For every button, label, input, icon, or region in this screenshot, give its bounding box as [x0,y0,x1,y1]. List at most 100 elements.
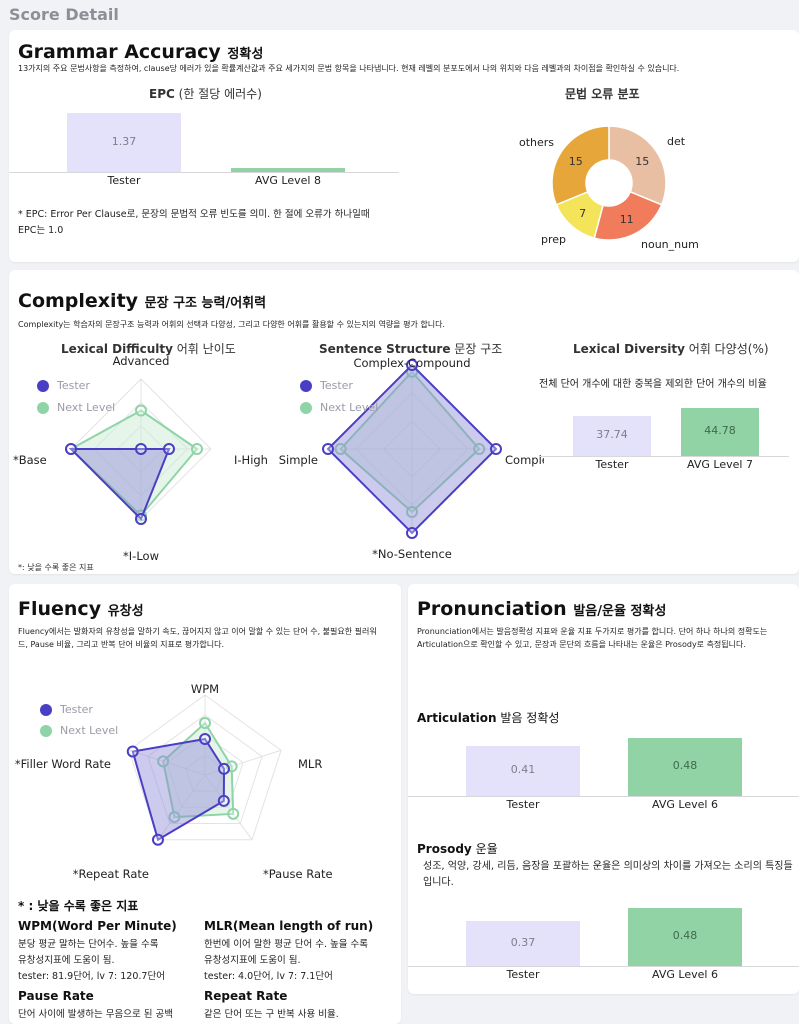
pronunciation-card: Pronunciation 발음/운율 정확성 Pronunciation에서는… [408,584,799,994]
radar-point [473,443,486,455]
donut-slice-others [551,125,610,206]
prosody-description: 성조, 억양, 강세, 리듬, 음장을 포괄하는 운율은 의미상의 차이를 가져… [423,861,793,888]
radar-point [490,443,502,455]
radar-series-next-level [162,721,235,819]
pronunciation-description: Pronunciation에서는 발음정확성 지표와 운율 지표 두가지로 평가… [417,627,768,649]
articulation-title-sub: 발음 정확성 [500,711,560,725]
bar-value-label: 0.48 [672,759,698,772]
articulation-title-main: Articulation [417,711,497,725]
radar-point [217,794,230,807]
legend-next-sent: Next Level [300,401,378,414]
grammar-title: Grammar Accuracy 정확성 [18,41,263,63]
radar-axis-label: Advanced [113,355,170,368]
fluency-title-sub: 유창성 [107,604,144,619]
legend-dot-tester [37,380,49,392]
radar-axis-label: Complex-Compound [353,356,470,370]
bar-category-label: Tester [506,798,540,811]
sentence-structure-title: Sentence Structure 문장 구조 [319,340,502,357]
radar-point [65,443,77,455]
bar-category-label: AVG Level 7 [687,458,753,471]
donut-category-label: others [519,136,554,149]
bar-value-label: 37.74 [596,427,628,441]
radar-point [334,443,347,455]
lexical-diversity-title-main: Lexical Diversity [573,342,685,356]
radar-axis-label: *Repeat Rate [73,867,149,881]
radar-series-next-level [339,370,481,514]
bar-axis [539,456,789,457]
fluency-radar: WPM MLR *Pause Rate *Repeat Rate *Filler Wor… [15,682,333,881]
bar-avg-level-6 [628,908,742,966]
bar-category-label: AVG Level 6 [652,968,718,981]
mlr-text-2: 유창성지표에 도움이 됨. [204,955,301,966]
bar-value-label: 0.41 [510,763,536,777]
radar-point [126,745,139,758]
bar-category-label: Tester [107,174,141,187]
fluency-title-main: Fluency [18,598,102,620]
bar-value-label: 0.48 [672,929,698,942]
radar-point [151,833,164,846]
bar-tester [573,415,651,456]
bar-avg-level-8 [231,167,345,172]
wpm-text-1: 분당 평균 말하는 단어수. 높을 수록 [18,939,159,950]
donut-slice-det [608,125,667,206]
donut-value-label: 15 [635,155,649,168]
bar-value-label: 0.37 [510,935,536,949]
radar-series-tester [131,737,226,842]
lexical-diversity-description: 전체 단어 개수에 대한 중복을 제외한 단어 개수의 비율 [539,379,767,390]
bar-category-label: Tester [595,458,629,471]
legend-label-next: Next Level [57,401,116,414]
sentence-structure-radar: Complex-Compound Complex *No-Sentence Simpl… [279,356,544,561]
pronunciation-title-main: Pronunciation [417,598,567,620]
bar-axis [9,172,399,173]
legend-label-tester: Tester [320,379,353,392]
fluency-title: Fluency 유창성 [18,598,144,620]
epc-note: * EPC: Error Per Clause로, 문장의 문법적 오류 빈도를… [18,209,370,236]
legend-tester-sent: Tester [300,379,353,392]
complexity-title-sub: 문장 구조 능력/어휘력 [144,296,267,311]
legend-label-next: Next Level [320,401,379,414]
complexity-title: Complexity 문장 구조 능력/어휘력 [18,290,266,312]
legend-label-next: Next Level [60,724,119,737]
bar-category-label: AVG Level 8 [255,174,321,187]
radar-point [199,733,211,745]
legend-dot-tester [40,704,52,716]
epc-chart-title: EPC (한 절당 에러수) [149,85,262,102]
radar-axis-label: *Base [13,453,47,467]
lexical-difficulty-title-sub: 어휘 난이도 [176,342,236,356]
bar-axis [408,796,799,797]
lexical-difficulty-radar: Advanced I-High *I-Low *Base [13,355,268,563]
prosody-title-sub: 운율 [475,842,498,856]
radar-grid [128,694,282,841]
radar-axis-label: WPM [191,682,219,696]
radar-point [227,807,240,820]
complexity-title-main: Complexity [18,290,139,312]
donut-category-label: noun_num [641,238,699,251]
donut-category-label: det [667,135,686,148]
radar-point [157,755,170,768]
donut-value-label: 15 [569,155,583,168]
legend-label-tester: Tester [57,379,90,392]
legend-tester-lex: Tester [37,379,90,392]
prosody-bar-chart: 0.37 Tester 0.48 AVG Level 6 [408,902,799,982]
legend-next-flu: Next Level [40,724,118,737]
bar-tester [67,113,181,172]
lexical-diversity-title-sub: 어휘 다양성(%) [688,342,769,356]
donut-value-label: 11 [620,213,634,226]
bar-tester [466,746,580,796]
pronunciation-title: Pronunciation 발음/운율 정확성 [417,598,666,620]
repeat-rate-text: 같은 단어 또는 구 반복 사용 비율. [204,1009,339,1020]
pause-rate-text: 단어 사이에 발생하는 무음으로 된 공백 [18,1009,173,1020]
donut-slice-noun_num [593,190,663,241]
pause-rate-heading: Pause Rate [18,989,94,1003]
articulation-bar-chart: 0.41 Tester 0.48 AVG Level 6 [408,732,799,812]
legend-dot-next [40,725,52,737]
radar-point [218,762,231,775]
radar-point [168,811,181,824]
wpm-text-2: 유창성지표에 도움이 됨. [18,955,115,966]
grammar-title-main: Grammar Accuracy [18,41,221,63]
radar-axis-label: MLR [298,757,322,771]
prosody-title: Prosody 운율 [417,840,498,857]
wpm-heading: WPM(Word Per Minute) [18,919,177,933]
radar-point [163,443,175,455]
legend-next-lex: Next Level [37,401,115,414]
